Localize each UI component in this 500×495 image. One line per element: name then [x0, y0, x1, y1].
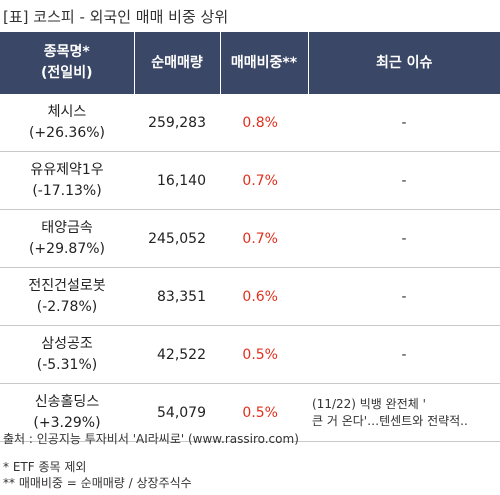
recent-issue: -	[308, 94, 500, 152]
trade-ratio: 0.7%	[220, 209, 308, 268]
stock-name-cell: 삼성공조 (-5.31%)	[0, 325, 134, 384]
stock-name: 신송홀딩스	[34, 393, 100, 410]
source-note: 출처 : 인공지능 투자비서 'AI라씨로' (www.rassiro.com)	[3, 432, 299, 446]
table-row: 삼성공조 (-5.31%) 42,522 0.5% -	[0, 325, 500, 384]
stock-name: 태양금속	[41, 219, 93, 236]
table-header-row: 종목명* (전일비) 순매매량 매매비중** 최근 이슈	[0, 32, 500, 94]
news-headline-line1[interactable]: (11/22) 빅뱅 완전체 '	[312, 396, 426, 411]
net-volume: 245,052	[134, 209, 220, 268]
footnote-ratio: ** 매매비중 = 순매매량 / 상장주식수	[3, 476, 192, 490]
recent-issue: -	[308, 209, 500, 268]
stock-name-cell: 신송홀딩스 (+3.29%)	[0, 383, 134, 442]
trade-ratio: 0.5%	[220, 383, 308, 442]
foreign-trading-table: 종목명* (전일비) 순매매량 매매비중** 최근 이슈 체시스 (+26.36…	[0, 32, 500, 442]
table-row: 전진건설로봇 (-2.78%) 83,351 0.6% -	[0, 267, 500, 326]
header-volume: 순매매량	[134, 32, 221, 94]
recent-issue: -	[308, 267, 500, 326]
stock-name-cell: 체시스 (+26.36%)	[0, 94, 134, 152]
net-volume: 83,351	[134, 267, 220, 326]
trade-ratio: 0.8%	[220, 94, 308, 152]
stock-name: 유유제약1우	[30, 161, 104, 178]
table-row: 신송홀딩스 (+3.29%) 54,079 0.5% (11/22) 빅뱅 완전…	[0, 383, 500, 442]
trade-ratio: 0.7%	[220, 151, 308, 210]
stock-change: (+3.29%)	[33, 414, 101, 431]
stock-name-cell: 태양금속 (+29.87%)	[0, 209, 134, 268]
footnote-etf: * ETF 종목 제외	[3, 460, 87, 474]
news-headline-line2[interactable]: 큰 거 온다'…텐센트와 전략적..	[312, 413, 468, 428]
trade-ratio: 0.6%	[220, 267, 308, 326]
header-ratio: 매매비중**	[220, 32, 309, 94]
page-title: [표] 코스피 - 외국인 매매 비중 상위	[3, 8, 229, 26]
net-volume: 54,079	[134, 383, 220, 442]
table-row: 유유제약1우 (-17.13%) 16,140 0.7% -	[0, 151, 500, 210]
header-name-line1: 종목명*	[43, 44, 90, 60]
stock-change: (+26.36%)	[28, 124, 106, 141]
net-volume: 42,522	[134, 325, 220, 384]
recent-issue: -	[308, 325, 500, 384]
stock-change: (-17.13%)	[32, 182, 102, 199]
stock-name: 전진건설로봇	[28, 277, 106, 294]
table-row: 태양금속 (+29.87%) 245,052 0.7% -	[0, 209, 500, 268]
net-volume: 259,283	[134, 94, 220, 152]
stock-name-cell: 전진건설로봇 (-2.78%)	[0, 267, 134, 326]
recent-issue: -	[308, 151, 500, 210]
stock-change: (-5.31%)	[36, 356, 98, 373]
recent-issue-news[interactable]: (11/22) 빅뱅 완전체 ' 큰 거 온다'…텐센트와 전략적..	[308, 383, 500, 442]
header-name: 종목명* (전일비)	[0, 32, 135, 94]
stock-name: 삼성공조	[41, 335, 93, 352]
header-name-line2: (전일비)	[41, 65, 93, 81]
net-volume: 16,140	[134, 151, 220, 210]
trade-ratio: 0.5%	[220, 325, 308, 384]
table-row: 체시스 (+26.36%) 259,283 0.8% -	[0, 94, 500, 152]
stock-change: (-2.78%)	[36, 298, 98, 315]
stock-name: 체시스	[47, 103, 87, 120]
stock-change: (+29.87%)	[28, 240, 106, 257]
header-issue: 최근 이슈	[308, 32, 500, 94]
stock-name-cell: 유유제약1우 (-17.13%)	[0, 151, 134, 210]
